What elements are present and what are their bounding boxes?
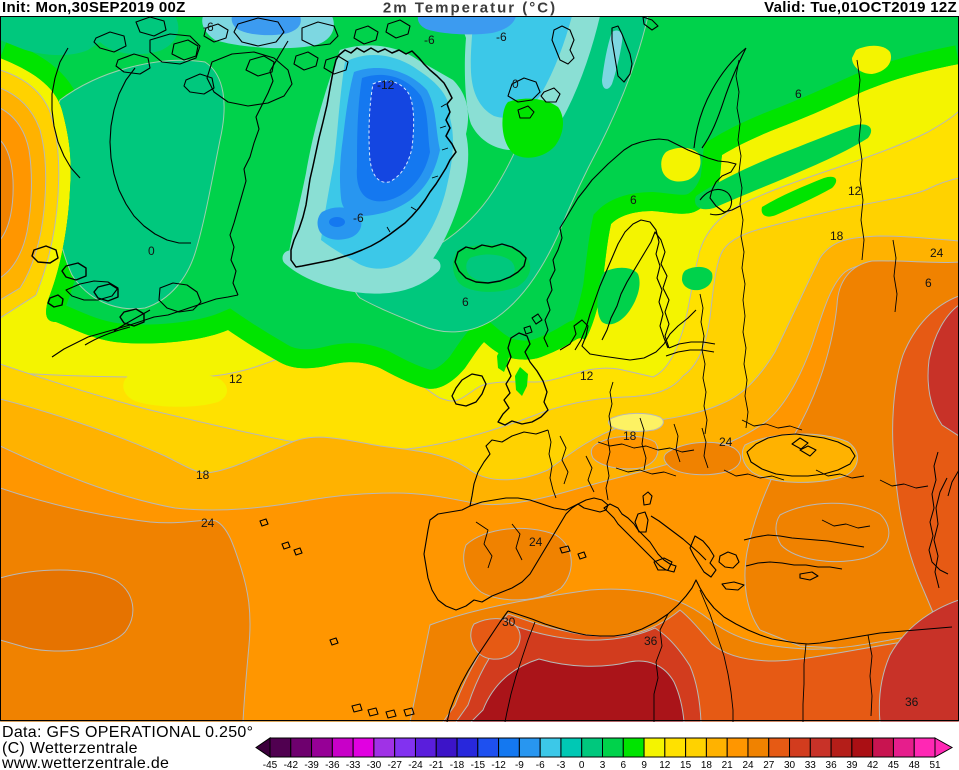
svg-text:24: 24 bbox=[930, 246, 944, 260]
svg-text:51: 51 bbox=[929, 760, 941, 770]
svg-text:6: 6 bbox=[630, 193, 637, 207]
svg-text:3: 3 bbox=[600, 760, 606, 770]
svg-text:-3: -3 bbox=[556, 760, 565, 770]
svg-text:12: 12 bbox=[580, 369, 594, 383]
svg-text:-15: -15 bbox=[471, 760, 486, 770]
svg-text:-12: -12 bbox=[491, 760, 506, 770]
svg-text:-45: -45 bbox=[263, 760, 278, 770]
svg-text:9: 9 bbox=[641, 760, 647, 770]
svg-text:30: 30 bbox=[502, 615, 516, 629]
svg-text:15: 15 bbox=[680, 760, 692, 770]
svg-text:21: 21 bbox=[722, 760, 734, 770]
svg-text:-33: -33 bbox=[346, 760, 361, 770]
svg-text:-6: -6 bbox=[203, 20, 214, 34]
svg-text:-27: -27 bbox=[387, 760, 402, 770]
svg-text:27: 27 bbox=[763, 760, 775, 770]
svg-text:-36: -36 bbox=[325, 760, 340, 770]
svg-text:2m Temperatur (°C): 2m Temperatur (°C) bbox=[383, 0, 557, 17]
svg-text:-12: -12 bbox=[377, 78, 395, 92]
svg-text:www.wetterzentrale.de: www.wetterzentrale.de bbox=[1, 755, 169, 770]
svg-text:6: 6 bbox=[795, 87, 802, 101]
svg-text:33: 33 bbox=[805, 760, 817, 770]
svg-text:18: 18 bbox=[830, 229, 844, 243]
svg-text:-39: -39 bbox=[304, 760, 319, 770]
svg-text:18: 18 bbox=[623, 429, 637, 443]
svg-text:30: 30 bbox=[784, 760, 796, 770]
svg-text:0: 0 bbox=[512, 77, 519, 91]
svg-text:0: 0 bbox=[579, 760, 585, 770]
svg-text:18: 18 bbox=[196, 468, 210, 482]
svg-text:Valid: Tue,01OCT2019 12Z: Valid: Tue,01OCT2019 12Z bbox=[764, 0, 957, 16]
svg-text:-42: -42 bbox=[284, 760, 299, 770]
svg-text:18: 18 bbox=[701, 760, 713, 770]
svg-text:6: 6 bbox=[621, 760, 627, 770]
svg-text:0: 0 bbox=[148, 244, 155, 258]
svg-text:-9: -9 bbox=[515, 760, 524, 770]
svg-text:39: 39 bbox=[846, 760, 858, 770]
svg-text:24: 24 bbox=[529, 535, 543, 549]
svg-text:36: 36 bbox=[644, 634, 658, 648]
svg-text:12: 12 bbox=[229, 372, 243, 386]
svg-text:24: 24 bbox=[201, 516, 215, 530]
svg-text:Data: GFS OPERATIONAL 0.250°: Data: GFS OPERATIONAL 0.250° bbox=[2, 724, 253, 741]
svg-text:24: 24 bbox=[719, 435, 733, 449]
svg-text:Init: Mon,30SEP2019 00Z: Init: Mon,30SEP2019 00Z bbox=[2, 0, 186, 16]
svg-text:12: 12 bbox=[659, 760, 671, 770]
svg-text:36: 36 bbox=[905, 695, 919, 709]
svg-text:12: 12 bbox=[848, 184, 862, 198]
svg-text:-6: -6 bbox=[353, 211, 364, 225]
svg-text:42: 42 bbox=[867, 760, 879, 770]
svg-text:-6: -6 bbox=[496, 30, 507, 44]
svg-text:(C) Wetterzentrale: (C) Wetterzentrale bbox=[2, 740, 138, 757]
svg-text:24: 24 bbox=[742, 760, 754, 770]
svg-text:6: 6 bbox=[925, 276, 932, 290]
svg-text:36: 36 bbox=[826, 760, 838, 770]
svg-text:-30: -30 bbox=[367, 760, 382, 770]
svg-text:-21: -21 bbox=[429, 760, 444, 770]
svg-text:-24: -24 bbox=[408, 760, 423, 770]
svg-text:48: 48 bbox=[909, 760, 921, 770]
svg-text:-6: -6 bbox=[424, 33, 435, 47]
svg-text:-18: -18 bbox=[450, 760, 465, 770]
svg-text:-6: -6 bbox=[536, 760, 545, 770]
svg-text:45: 45 bbox=[888, 760, 900, 770]
svg-text:6: 6 bbox=[462, 295, 469, 309]
